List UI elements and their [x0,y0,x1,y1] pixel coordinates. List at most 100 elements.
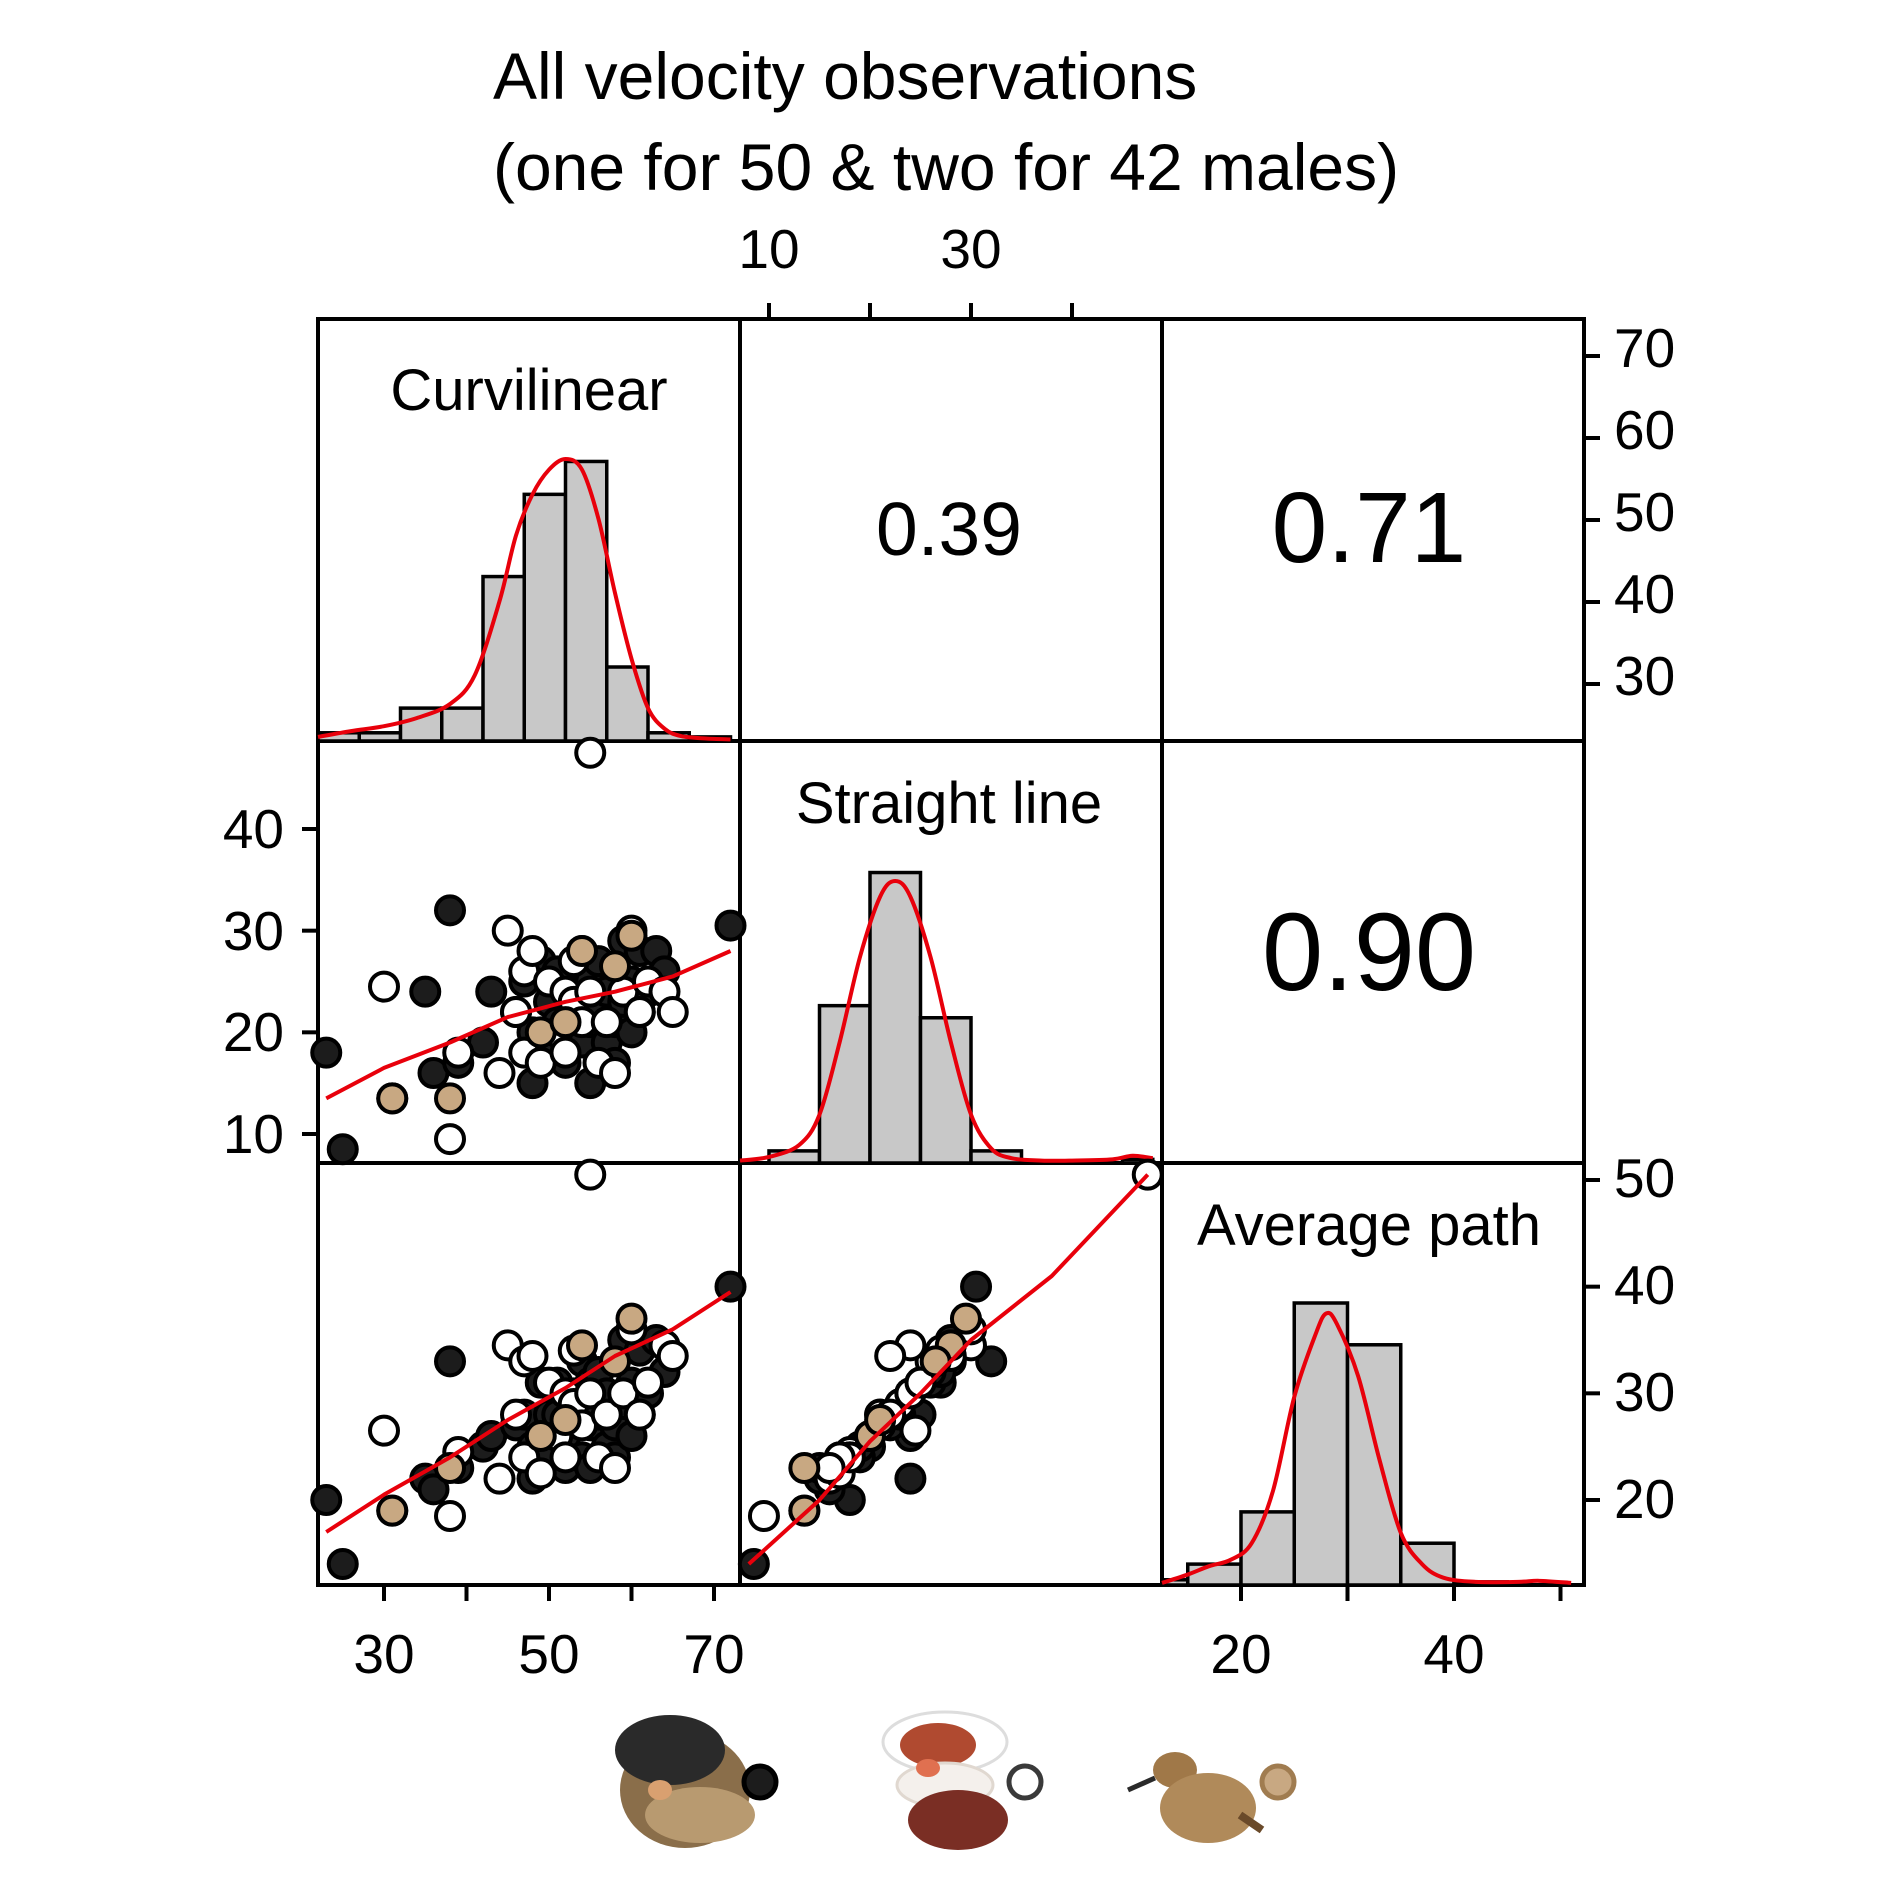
point-straight-vs-curvilinear-open-23 [599,1057,631,1089]
bottom-tick-label-30: 30 [353,1623,414,1685]
correlation-2-3: 0.90 [1262,891,1476,1014]
density-curve-straight-line [739,878,1154,1163]
title-line-2: (one for 50 & two for 42 males) [493,130,1399,204]
point-average-vs-curvilinear-open-27 [632,1366,664,1399]
point-straight-vs-curvilinear-open-29 [656,996,689,1028]
point-average-vs-straight-open-27 [904,1366,937,1399]
point-straight-vs-curvilinear-tan-4 [549,1006,582,1039]
correlation-1-2: 0.39 [876,487,1022,571]
legend [615,1710,1297,1850]
right-tick-label-avg-30: 30 [1614,1361,1675,1423]
point-average-vs-straight-open-1 [899,1414,932,1447]
point-average-vs-straight-filled-3 [894,1462,927,1495]
point-straight-vs-curvilinear-tan-6 [599,950,631,983]
point-straight-vs-curvilinear-open-19 [574,736,607,769]
correlation-1-3: 0.71 [1272,472,1467,584]
point-average-vs-curvilinear-open-22 [590,1398,623,1431]
point-straight-vs-curvilinear-filled-2 [326,1133,359,1166]
histogram-bar-average-path-2 [1186,1562,1243,1587]
histogram-bar-curvilinear-6 [522,492,568,743]
diag-label-average-path: Average path [1197,1193,1541,1258]
loess-line-average-vs-curvilinear [325,1290,732,1534]
point-straight-vs-curvilinear-open-22 [590,1006,623,1039]
point-straight-vs-curvilinear-tan-5 [566,935,598,967]
point-straight-vs-curvilinear-filled-3 [409,975,442,1008]
density-curve-curvilinear [317,456,731,742]
point-average-vs-curvilinear-open-5 [483,1462,516,1495]
legend-open-marker [1006,1763,1044,1801]
satellite-male-illustration [881,1710,1009,1850]
histogram-bar-curvilinear-5 [481,574,526,743]
histogram-bar-curvilinear-2 [357,731,403,743]
point-straight-vs-curvilinear-open-3 [434,1123,466,1156]
point-average-vs-curvilinear-tan-7 [615,1302,648,1335]
right-tick-label-40: 40 [1614,563,1675,625]
title-line-1: All velocity observations [493,39,1197,113]
top-tick-label-10: 10 [738,218,799,280]
point-straight-vs-curvilinear-filled-5 [434,894,466,927]
point-average-vs-curvilinear-open-3 [434,1500,466,1532]
density-curve-average-path [1161,1310,1572,1585]
right-tick-label-30: 30 [1614,645,1675,707]
point-average-vs-curvilinear-open-29 [656,1340,689,1372]
point-average-vs-curvilinear-filled-1 [310,1484,343,1516]
bottom-tick-label-20: 20 [1210,1623,1271,1685]
point-average-vs-curvilinear-open-10 [516,1340,549,1372]
legend-filled-marker [741,1763,779,1801]
point-straight-vs-curvilinear-open-6 [491,914,524,947]
left-tick-label-30: 30 [223,900,284,962]
right-tick-label-avg-40: 40 [1614,1254,1675,1316]
point-average-vs-curvilinear-open-26 [623,1398,656,1431]
point-average-vs-curvilinear-filled-4 [417,1473,450,1506]
bottom-tick-label-70: 70 [683,1623,744,1685]
point-average-vs-straight-filled-2 [737,1548,770,1580]
point-average-vs-straight-filled-42 [960,1270,993,1303]
point-straight-vs-curvilinear-tan-7 [615,919,648,952]
point-straight-vs-curvilinear-filled-1 [310,1036,343,1069]
panel-matrix [302,303,1600,1601]
histogram-bar-straight-line-3 [868,870,923,1165]
point-straight-vs-curvilinear-open-20 [574,975,607,1008]
histogram-bar-curvilinear-7 [563,459,609,743]
loess-line-straight-vs-curvilinear [325,949,732,1101]
faeder-male-illustration [1126,1752,1265,1843]
point-average-vs-curvilinear-filled-42 [714,1270,747,1303]
right-tick-label-50: 50 [1614,481,1675,543]
point-average-vs-curvilinear-tan-1 [376,1494,409,1527]
point-average-vs-straight-open-29 [874,1340,907,1372]
point-average-vs-curvilinear-open-23 [599,1452,631,1484]
point-average-vs-curvilinear-open-20 [574,1377,607,1410]
point-average-vs-curvilinear-filled-5 [434,1345,466,1378]
histogram-bar-curvilinear-4 [440,706,485,743]
diag-label-curvilinear: Curvilinear [390,358,667,423]
point-average-vs-curvilinear-open-19 [574,1158,607,1191]
histogram-bar-curvilinear-8 [605,665,650,743]
bottom-tick-label-40: 40 [1423,1623,1484,1685]
bottom-tick-label-50: 50 [518,1623,579,1685]
point-average-vs-curvilinear-open-15 [549,1441,582,1474]
left-tick-label-20: 20 [223,1001,284,1063]
point-average-vs-curvilinear-filled-2 [326,1548,359,1580]
point-average-vs-curvilinear-tan-3 [524,1420,557,1452]
top-tick-label-30: 30 [940,218,1001,280]
legend-tan-marker [1259,1763,1297,1801]
independent-male-illustration [615,1715,755,1848]
point-average-vs-curvilinear-tan-4 [549,1404,582,1436]
right-tick-label-avg-50: 50 [1614,1147,1675,1209]
point-average-vs-curvilinear-open-1 [368,1414,400,1447]
point-average-vs-curvilinear-tan-5 [566,1329,598,1362]
point-straight-vs-curvilinear-open-15 [549,1036,582,1069]
histogram-bar-average-path-5 [1345,1343,1403,1587]
point-average-vs-straight-tan-6 [919,1345,952,1378]
point-straight-vs-curvilinear-tan-2 [434,1082,466,1115]
point-straight-vs-curvilinear-filled-8 [475,975,508,1008]
left-tick-label-10: 10 [223,1103,284,1165]
histogram-bar-average-path-4 [1292,1301,1350,1587]
point-straight-vs-curvilinear-filled-42 [714,909,747,942]
point-straight-vs-curvilinear-open-26 [623,996,656,1028]
point-straight-vs-curvilinear-tan-1 [376,1082,409,1115]
diag-label-straight-line: Straight line [796,771,1102,836]
right-tick-label-avg-20: 20 [1614,1468,1675,1530]
point-straight-vs-curvilinear-open-5 [483,1057,516,1089]
